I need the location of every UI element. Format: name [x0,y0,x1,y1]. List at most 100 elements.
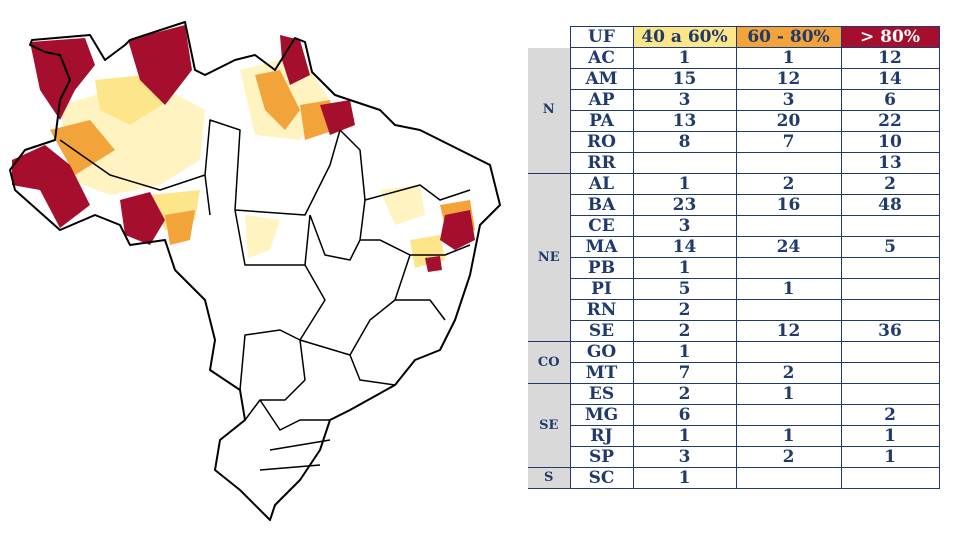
region-label: S [528,467,570,489]
table-row: NE AL 1 2 2 [528,173,940,342]
uf-cell: AM [569,68,634,90]
value-cell [841,278,940,300]
value-cell: 23 [633,194,737,216]
value-cell: 36 [841,320,940,342]
table-row: MG 6 2 [528,404,940,426]
value-cell: 5 [841,236,940,258]
value-cell [841,341,940,363]
map-area-cat3 [120,192,165,245]
table-row: SE ES 2 1 [528,383,940,468]
value-cell: 13 [841,152,940,174]
value-cell [736,152,842,174]
value-cell [841,362,940,384]
value-cell: 12 [736,320,842,342]
value-cell: 6 [841,89,940,111]
uf-cell: CE [569,215,634,237]
state-borders [59,119,471,471]
value-cell: 1 [633,467,737,489]
value-cell: 1 [736,278,842,300]
value-cell: 2 [736,173,842,195]
map-area-cat2 [50,120,115,175]
value-cell [841,257,940,279]
value-cell [736,404,842,426]
value-cell [633,152,737,174]
value-cell: 1 [633,257,737,279]
table-row: S SC 1 [528,467,940,489]
map-area-cat3 [12,145,90,228]
map-shaded-areas [12,25,475,272]
value-cell: 22 [841,110,940,132]
uf-cell: SP [569,446,634,468]
uf-cell: SC [569,467,634,489]
uf-cell: RR [569,152,634,174]
value-cell: 8 [633,131,737,153]
value-cell: 3 [736,89,842,111]
value-cell: 24 [736,236,842,258]
header-blank [528,27,570,48]
value-cell: 15 [633,68,737,90]
value-cell: 16 [736,194,842,216]
table-row: PA 13 20 22 [528,110,940,132]
header-uf: UF [569,26,634,48]
value-cell: 1 [736,47,842,69]
data-table: UF 40 a 60% 60 - 80% > 80% N AC 1 1 12 AM 15 12… [528,26,940,489]
map-area-light [245,215,280,258]
value-cell: 3 [633,89,737,111]
map-area-cat3 [280,35,310,85]
map-area-light [380,185,425,225]
value-cell: 2 [841,404,940,426]
table-row: PB 1 [528,257,940,279]
uf-cell: MT [569,362,634,384]
value-cell: 20 [736,110,842,132]
header-40-60: 40 a 60% [632,26,737,48]
value-cell: 3 [633,446,737,468]
map-outline [9,21,501,521]
uf-cell: RN [569,299,634,321]
region-label: CO [528,341,570,384]
map-area-cat2 [165,210,195,245]
table-row: RJ 1 1 1 [528,425,940,447]
value-cell: 1 [841,446,940,468]
value-cell: 6 [633,404,737,426]
value-cell [841,383,940,405]
value-cell: 1 [736,425,842,447]
value-cell: 1 [633,341,737,363]
value-cell: 48 [841,194,940,216]
uf-cell: MA [569,236,634,258]
table-row: CE 3 [528,215,940,237]
table-row: PI 5 1 [528,278,940,300]
value-cell: 14 [633,236,737,258]
value-cell: 1 [841,425,940,447]
uf-cell: AL [569,173,634,195]
uf-cell: AC [569,47,634,69]
map-area-cat2 [255,70,300,130]
region-label: N [528,47,570,174]
value-cell: 5 [633,278,737,300]
table-row: AP 3 3 6 [528,89,940,111]
value-cell [736,257,842,279]
table-row: RO 8 7 10 [528,131,940,153]
table-row: MT 7 2 [528,362,940,384]
uf-cell: ES [569,383,634,405]
table-row: MA 14 24 5 [528,236,940,258]
map-area-cat3 [425,256,442,272]
region-label: NE [528,173,570,342]
table-row: CO GO 1 [528,341,940,384]
header-60-80: 60 - 80% [735,26,842,48]
map-area-cat3 [440,210,475,250]
table-row: SP 3 2 1 [528,446,940,468]
uf-cell: PI [569,278,634,300]
table-row: RR 13 [528,152,940,174]
uf-cell: SE [569,320,634,342]
map-area-cat3 [128,25,192,105]
uf-cell: BA [569,194,634,216]
brazil-map [9,21,501,521]
uf-cell: GO [569,341,634,363]
value-cell: 1 [633,47,737,69]
map-area-cat3 [30,38,95,120]
table-row: BA 23 16 48 [528,194,940,216]
uf-cell: AP [569,89,634,111]
value-cell: 2 [633,320,737,342]
value-cell: 7 [633,362,737,384]
value-cell: 2 [736,446,842,468]
